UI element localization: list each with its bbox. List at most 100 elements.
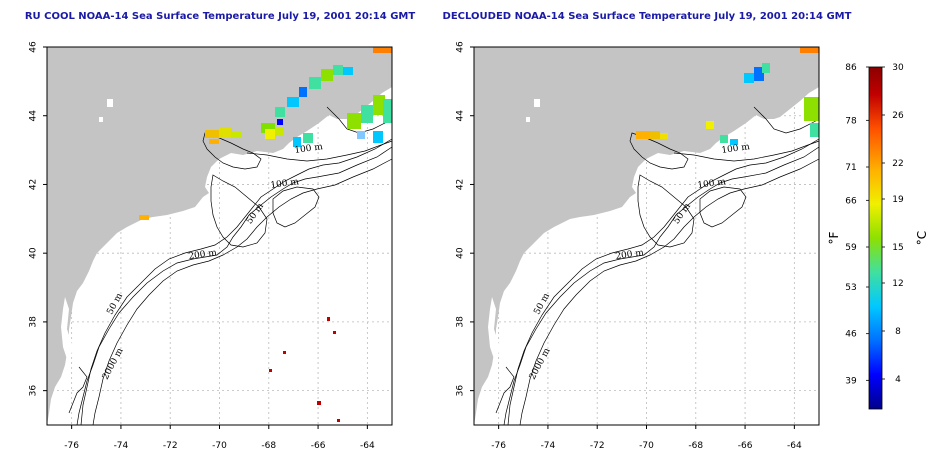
sst-patch <box>231 131 241 138</box>
y-tick-label: 44 <box>456 110 466 122</box>
y-tick-label: 46 <box>456 41 466 53</box>
fahrenheit-tick-label: 86 <box>845 63 857 73</box>
fahrenheit-tick-label: 39 <box>845 376 857 386</box>
sst-patch <box>303 133 313 143</box>
depth-contour-label: 100 m <box>697 177 727 191</box>
y-tick-label: 44 <box>29 110 39 122</box>
y-tick-label: 42 <box>456 179 466 190</box>
sst-patch <box>347 113 361 129</box>
sst-patch <box>287 97 299 107</box>
x-tick-label: -70 <box>639 441 654 451</box>
x-tick-label: -66 <box>738 441 753 451</box>
sst-patch <box>744 73 754 83</box>
sst-patch <box>265 129 275 139</box>
y-tick-label: 40 <box>29 247 39 259</box>
colorbar-gradient <box>868 66 883 410</box>
sst-patch <box>361 105 373 123</box>
fahrenheit-tick-label: 66 <box>845 196 857 206</box>
map-panel-2: DECLOUDED NOAA-14 Sea Surface Temperatur… <box>443 11 852 451</box>
x-tick-label: -76 <box>64 441 79 451</box>
sst-patch <box>317 401 321 405</box>
celsius-tick-label: 4 <box>895 375 901 385</box>
sst-patch <box>337 419 340 422</box>
y-tick-label: 36 <box>29 385 39 397</box>
sst-patch <box>804 97 819 121</box>
sst-patch <box>275 107 285 117</box>
sst-patch <box>219 128 231 138</box>
sst-patch <box>275 127 283 135</box>
sst-patch <box>373 95 385 115</box>
sst-patch <box>293 137 301 147</box>
sst-patch <box>269 369 272 372</box>
sst-patch <box>261 123 275 133</box>
x-tick-label: -68 <box>261 441 276 451</box>
sst-patch <box>800 47 819 53</box>
x-tick-label: -64 <box>787 441 802 451</box>
sst-patch <box>373 131 383 143</box>
depth-contour-label: 200 m <box>615 248 645 262</box>
depth-contour-label: 200 m <box>188 248 218 262</box>
x-tick-label: -76 <box>491 441 506 451</box>
sst-patch <box>299 87 307 97</box>
fahrenheit-tick-label: 53 <box>845 283 856 293</box>
sst-patch <box>333 65 343 75</box>
fahrenheit-tick-label: 78 <box>845 116 857 126</box>
celsius-tick-label: 22 <box>892 159 903 169</box>
y-tick-label: 38 <box>456 316 466 328</box>
x-tick-label: -68 <box>688 441 703 451</box>
x-tick-label: -74 <box>541 441 556 451</box>
sst-patch <box>283 351 286 354</box>
x-tick-label: -66 <box>311 441 326 451</box>
y-tick-label: 46 <box>29 41 39 53</box>
sst-patch <box>730 139 738 145</box>
celsius-tick-label: 19 <box>892 195 904 205</box>
temperature-colorbar: 30 26 22 19 15 12 8 4 86 78 71 66 59 53 46 39 °F °C <box>827 63 929 410</box>
celsius-tick-label: 26 <box>892 111 904 121</box>
sst-patch <box>357 131 365 139</box>
panel-title: RU COOL NOAA-14 Sea Surface Temperature … <box>25 11 416 22</box>
sst-patch <box>309 77 321 89</box>
depth-contour-label: 100 m <box>294 142 324 156</box>
x-tick-label: -74 <box>114 441 129 451</box>
sst-patch <box>327 317 330 321</box>
sst-patch <box>343 67 353 75</box>
celsius-tick-label: 12 <box>892 279 903 289</box>
sst-patch <box>277 119 283 125</box>
sst-patch <box>650 131 660 139</box>
sst-patch <box>321 69 333 81</box>
x-tick-label: -70 <box>212 441 227 451</box>
sst-patch <box>706 121 714 129</box>
sst-patch <box>810 123 819 137</box>
sst-patch <box>660 133 668 139</box>
sst-patch <box>720 135 728 143</box>
fahrenheit-tick-label: 71 <box>845 163 856 173</box>
sst-patch <box>209 139 219 144</box>
sst-patch <box>754 67 764 81</box>
depth-contour-label: 100 m <box>721 142 751 156</box>
fahrenheit-tick-label: 46 <box>845 330 857 340</box>
y-tick-label: 40 <box>456 247 466 259</box>
depth-contour-label: 100 m <box>270 177 300 191</box>
sst-patch <box>383 99 392 123</box>
fahrenheit-tick-label: 59 <box>845 243 857 253</box>
sst-patch <box>762 63 770 73</box>
map-panel-1: RU COOL NOAA-14 Sea Surface Temperature … <box>25 11 416 451</box>
x-tick-label: -72 <box>590 441 605 451</box>
y-tick-label: 38 <box>29 316 39 328</box>
sst-patch <box>636 131 650 139</box>
sst-patch <box>333 331 336 334</box>
celsius-tick-label: 15 <box>892 243 903 253</box>
fahrenheit-unit-label: °F <box>827 231 841 244</box>
panel-title: DECLOUDED NOAA-14 Sea Surface Temperatur… <box>443 11 852 22</box>
celsius-tick-label: 8 <box>895 327 901 337</box>
y-tick-label: 42 <box>29 179 39 190</box>
celsius-tick-label: 30 <box>892 63 904 73</box>
x-tick-label: -64 <box>360 441 375 451</box>
x-tick-label: -72 <box>163 441 178 451</box>
sst-patch <box>373 47 392 53</box>
sst-patch <box>139 215 149 220</box>
y-tick-label: 36 <box>456 385 466 397</box>
